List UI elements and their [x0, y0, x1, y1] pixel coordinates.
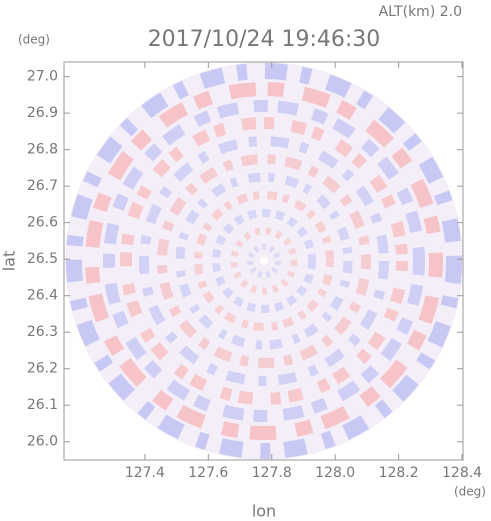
y-tick-label: 26.3 — [27, 324, 58, 340]
x-tick-label: 128.4 — [442, 465, 482, 481]
y-tick-label: 26.8 — [27, 142, 58, 158]
x-tick-label: 127.8 — [252, 465, 292, 481]
x-axis-title: lon — [252, 502, 276, 521]
radar-field — [65, 62, 463, 460]
y-tick-label: 27.0 — [27, 69, 58, 85]
x-tick-label: 127.4 — [125, 465, 165, 481]
x-tick-label: 128.2 — [379, 465, 419, 481]
x-tick-label: 128.0 — [315, 465, 355, 481]
x-unit: (deg) — [454, 485, 486, 499]
y-tick-label: 26.7 — [27, 178, 58, 194]
y-tick-label: 26.1 — [27, 397, 58, 413]
y-axis-title: lat — [0, 251, 19, 272]
y-tick-label: 26.5 — [27, 251, 58, 267]
x-tick-label: 127.6 — [188, 465, 228, 481]
y-tick-label: 26.4 — [27, 288, 58, 304]
y-tick-label: 26.9 — [27, 105, 58, 121]
y-tick-label: 26.0 — [27, 434, 58, 450]
y-tick-label: 26.6 — [27, 215, 58, 231]
y-tick-label: 26.2 — [27, 361, 58, 377]
altitude-label: ALT(km) 2.0 — [379, 4, 462, 20]
plot-frame — [63, 61, 464, 461]
chart-title: 2017/10/24 19:46:30 — [148, 27, 381, 52]
y-unit: (deg) — [18, 33, 50, 47]
